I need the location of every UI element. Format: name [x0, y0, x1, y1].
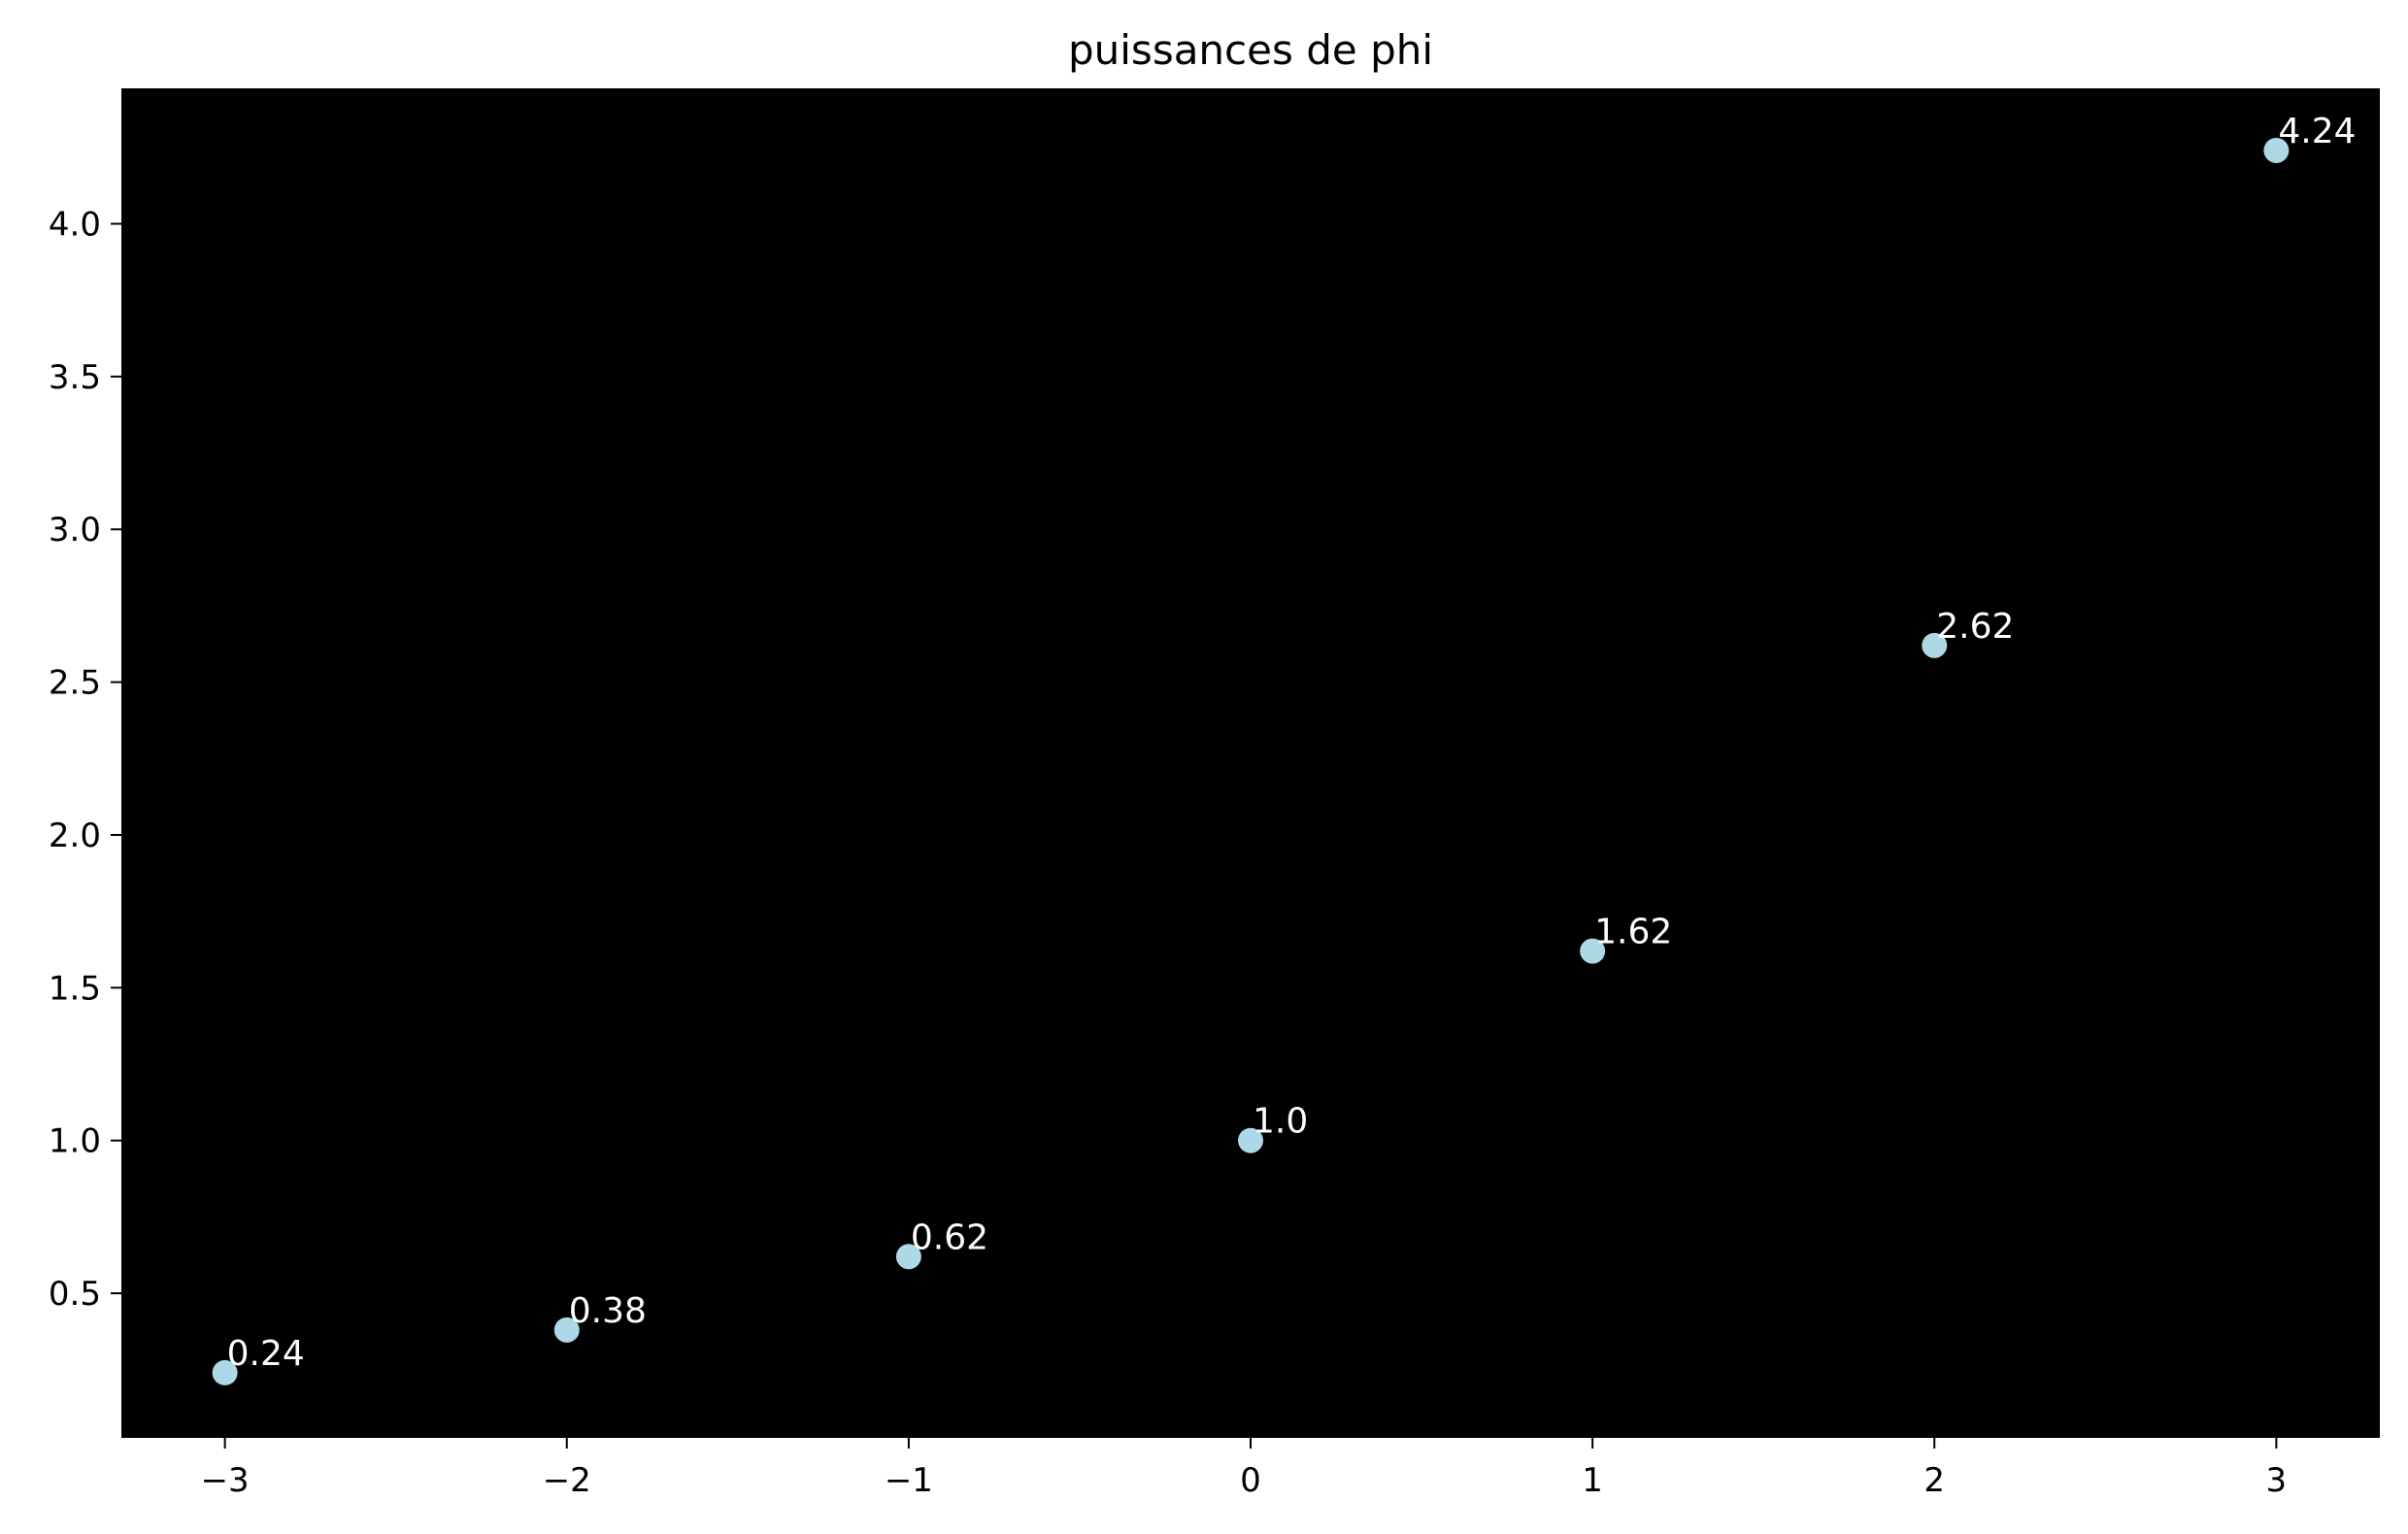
y-tick-label: 3.5	[49, 358, 101, 397]
chart-title: puissances de phi	[1068, 26, 1433, 74]
data-label: 0.62	[911, 1217, 988, 1257]
y-axis: 0.5 1.0 1.5 2.0 2.5 3.0 3.5 4.0	[49, 205, 122, 1314]
x-tick-label: 3	[2266, 1461, 2288, 1500]
data-label: 2.62	[1936, 607, 2014, 647]
x-tick-label: −2	[543, 1461, 591, 1500]
plot-frame	[121, 88, 2380, 1438]
points-layer	[212, 137, 2290, 1385]
data-label: 4.24	[2278, 112, 2356, 151]
y-tick-label: 1.5	[49, 969, 101, 1008]
x-tick-label: 1	[1582, 1461, 1603, 1500]
data-point	[895, 1244, 921, 1270]
data-label: 1.0	[1253, 1102, 1308, 1142]
data-label: 0.24	[227, 1334, 305, 1374]
y-tick-label: 1.0	[49, 1122, 101, 1161]
data-label: 1.62	[1594, 913, 1672, 952]
plot-area	[122, 89, 2379, 1437]
y-tick-label: 4.0	[49, 205, 101, 244]
data-point	[1580, 938, 1606, 964]
y-tick-label: 3.0	[49, 511, 101, 550]
x-tick-label: 2	[1923, 1461, 1945, 1500]
point-labels-layer: 0.24 0.38 0.62 1.0 1.62 2.62 4.24	[227, 112, 2357, 1374]
data-point	[212, 1359, 238, 1385]
data-point	[1238, 1127, 1263, 1153]
x-tick-label: 0	[1240, 1461, 1261, 1500]
y-tick-label: 2.5	[49, 664, 101, 703]
x-tick-label: −1	[885, 1461, 933, 1500]
data-point	[553, 1317, 580, 1343]
y-tick-label: 0.5	[49, 1275, 101, 1314]
data-point	[1922, 632, 1948, 658]
data-label: 0.38	[569, 1291, 647, 1331]
x-axis: −3 −2 −1 0 1 2 3	[201, 1437, 2288, 1500]
x-tick-label: −3	[201, 1461, 250, 1500]
y-tick-label: 2.0	[49, 817, 101, 855]
data-point	[2263, 137, 2290, 163]
